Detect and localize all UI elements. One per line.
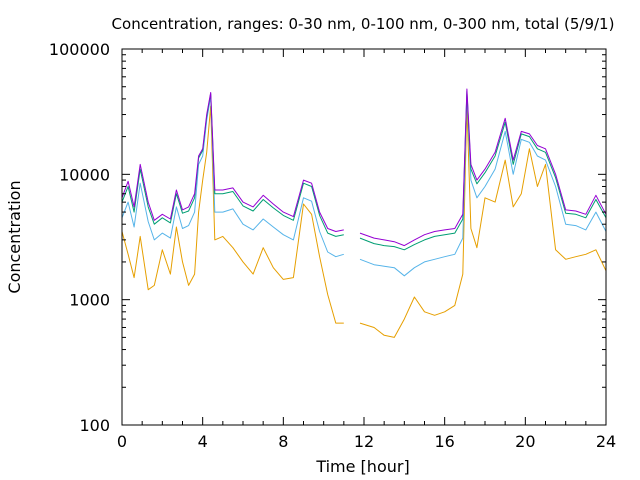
x-axis-label: Time [hour] (315, 457, 409, 476)
plot-frame (121, 48, 607, 426)
series-layer (121, 88, 607, 338)
y-axis-label: Concentration (5, 180, 24, 293)
series-line-4 (121, 105, 607, 338)
x-axis: 0 4 8 12 16 20 24 (117, 49, 616, 451)
series-line-1 (121, 88, 607, 247)
x-tick-label: 0 (117, 432, 127, 451)
y-tick-label: 100 (79, 416, 110, 435)
y-tick-label: 100000 (49, 40, 110, 59)
y-tick-label: 10000 (59, 165, 110, 184)
x-tick-label: 12 (354, 432, 374, 451)
series-line-3 (121, 93, 607, 277)
x-tick-label: 8 (278, 432, 288, 451)
x-tick-label: 20 (515, 432, 535, 451)
x-tick-label: 4 (198, 432, 208, 451)
series-line-2 (121, 90, 607, 251)
y-axis: 100 1000 10000 100000 (49, 40, 606, 435)
x-tick-label: 16 (434, 432, 454, 451)
y-tick-label: 1000 (69, 291, 110, 310)
x-tick-label: 24 (596, 432, 616, 451)
chart-title: Concentration, ranges: 0-30 nm, 0-100 nm… (112, 15, 615, 33)
